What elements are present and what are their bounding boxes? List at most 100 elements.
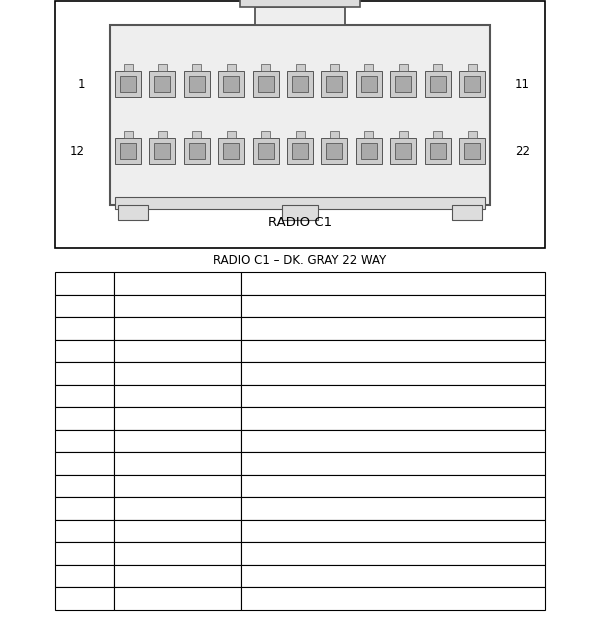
Text: A300 16GY/LG: A300 16GY/LG: [122, 548, 196, 558]
Bar: [184, 71, 210, 98]
Bar: [55, 520, 114, 542]
Bar: [55, 474, 114, 497]
Text: -: -: [122, 346, 125, 356]
Bar: [241, 520, 545, 542]
Bar: [425, 138, 451, 164]
Bar: [241, 294, 545, 317]
Text: 22: 22: [515, 144, 530, 158]
Bar: [390, 71, 416, 98]
Bar: [154, 143, 170, 159]
Text: 7: 7: [81, 436, 88, 446]
Text: X291 18GY/YL: X291 18GY/YL: [122, 481, 194, 491]
Text: D55 20WT/OR: D55 20WT/OR: [122, 391, 195, 401]
Text: 11: 11: [515, 78, 530, 91]
Bar: [241, 384, 545, 407]
Bar: [425, 71, 451, 98]
Bar: [364, 131, 373, 138]
Text: D54 20WT: D54 20WT: [122, 413, 176, 423]
Bar: [114, 272, 241, 294]
Bar: [55, 317, 114, 340]
Bar: [464, 76, 480, 93]
Text: Z909 18BK/LG: Z909 18BK/LG: [122, 526, 196, 536]
Bar: [55, 272, 114, 294]
Text: -: -: [122, 593, 125, 604]
Bar: [55, 1, 545, 248]
Bar: [55, 564, 114, 587]
Bar: [115, 71, 141, 98]
Bar: [55, 294, 114, 317]
Text: LEFT FRONT DOOR SPEAKER (+): LEFT FRONT DOOR SPEAKER (+): [249, 503, 417, 513]
Bar: [241, 340, 545, 362]
Bar: [120, 143, 136, 159]
Bar: [322, 71, 347, 98]
Bar: [292, 76, 308, 93]
Bar: [287, 71, 313, 98]
Text: 10: 10: [78, 503, 91, 513]
Bar: [158, 131, 167, 138]
Bar: [55, 452, 114, 474]
Bar: [241, 362, 545, 384]
Bar: [330, 64, 339, 71]
Bar: [55, 497, 114, 520]
Bar: [55, 430, 114, 452]
Bar: [241, 474, 545, 497]
Text: 3: 3: [81, 346, 88, 356]
Bar: [114, 340, 241, 362]
Bar: [257, 143, 274, 159]
Bar: [114, 452, 241, 474]
Text: 2: 2: [81, 323, 88, 333]
Bar: [430, 143, 446, 159]
Text: 1: 1: [81, 301, 88, 311]
Bar: [356, 71, 382, 98]
Bar: [282, 205, 318, 220]
Text: 12: 12: [70, 144, 85, 158]
Bar: [241, 317, 545, 340]
Bar: [114, 294, 241, 317]
Text: -: -: [249, 593, 253, 604]
Bar: [240, 0, 360, 7]
Bar: [114, 384, 241, 407]
Bar: [326, 143, 343, 159]
Bar: [241, 542, 545, 564]
Bar: [114, 542, 241, 564]
Text: RIGHT FRONT DOOR SPEAKER (+): RIGHT FRONT DOOR SPEAKER (+): [249, 436, 425, 446]
Bar: [292, 143, 308, 159]
Text: X201 18GY/VT: X201 18GY/VT: [122, 503, 196, 513]
Bar: [55, 384, 114, 407]
Text: RIGHT FRONT DOOR SPEAKER (-): RIGHT FRONT DOOR SPEAKER (-): [249, 458, 420, 468]
Bar: [218, 71, 244, 98]
Bar: [114, 407, 241, 430]
Bar: [257, 76, 274, 93]
Bar: [326, 76, 343, 93]
Bar: [395, 143, 411, 159]
Bar: [241, 430, 545, 452]
Text: A300 16GY/LG: A300 16GY/LG: [122, 301, 196, 311]
Bar: [253, 71, 278, 98]
Text: CIRCUIT: CIRCUIT: [154, 278, 201, 289]
Bar: [114, 317, 241, 340]
Bar: [330, 131, 339, 138]
Bar: [261, 131, 270, 138]
Bar: [223, 143, 239, 159]
Text: 12: 12: [78, 548, 91, 558]
Text: GROUND: GROUND: [249, 526, 296, 536]
Bar: [120, 76, 136, 93]
Bar: [114, 474, 241, 497]
Text: 14: 14: [78, 593, 91, 604]
Bar: [433, 131, 442, 138]
Bar: [193, 64, 202, 71]
Bar: [124, 131, 133, 138]
Bar: [55, 362, 114, 384]
Bar: [114, 564, 241, 587]
Text: -: -: [249, 571, 253, 581]
Bar: [55, 587, 114, 609]
Text: FUSED B(+) (I.O.D.): FUSED B(+) (I.O.D.): [249, 301, 351, 311]
Bar: [255, 7, 345, 25]
Bar: [158, 64, 167, 71]
Bar: [241, 272, 545, 294]
Bar: [124, 64, 133, 71]
Bar: [433, 64, 442, 71]
Text: CAV: CAV: [73, 278, 96, 289]
Text: CAN B BUS (+): CAN B BUS (+): [249, 391, 326, 401]
Bar: [114, 587, 241, 609]
